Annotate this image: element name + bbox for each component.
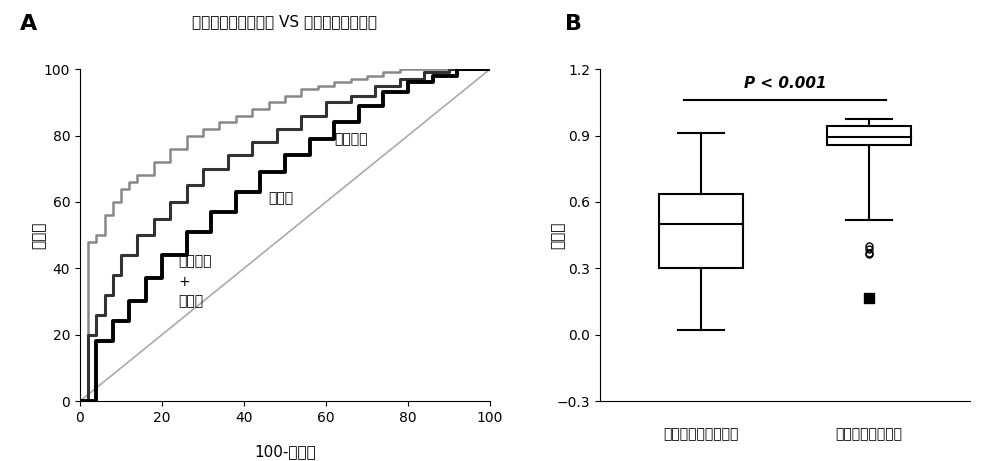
- Bar: [659, 194, 743, 268]
- Text: 100-特异性: 100-特异性: [254, 444, 316, 459]
- Text: 敏感度: 敏感度: [32, 221, 46, 249]
- Text: P < 0.001: P < 0.001: [744, 76, 826, 91]
- Text: 可能性: 可能性: [550, 221, 565, 249]
- Text: 定量值: 定量值: [269, 192, 294, 206]
- Text: B: B: [565, 14, 582, 34]
- Text: +: +: [178, 275, 190, 289]
- Text: 非糖尿病视网膜病变: 非糖尿病视网膜病变: [663, 428, 739, 442]
- Text: 非糖尿病视网膜病变 VS 糖尿病视网膜病变: 非糖尿病视网膜病变 VS 糖尿病视网膜病变: [192, 14, 378, 29]
- Text: A: A: [20, 14, 37, 34]
- Text: 定量值: 定量值: [178, 295, 204, 308]
- Text: 临床信息: 临床信息: [334, 132, 368, 146]
- Text: 临床信息: 临床信息: [178, 254, 212, 269]
- Text: 糖尿病视网膜病变: 糖尿病视网膜病变: [836, 428, 903, 442]
- Bar: [827, 125, 911, 146]
